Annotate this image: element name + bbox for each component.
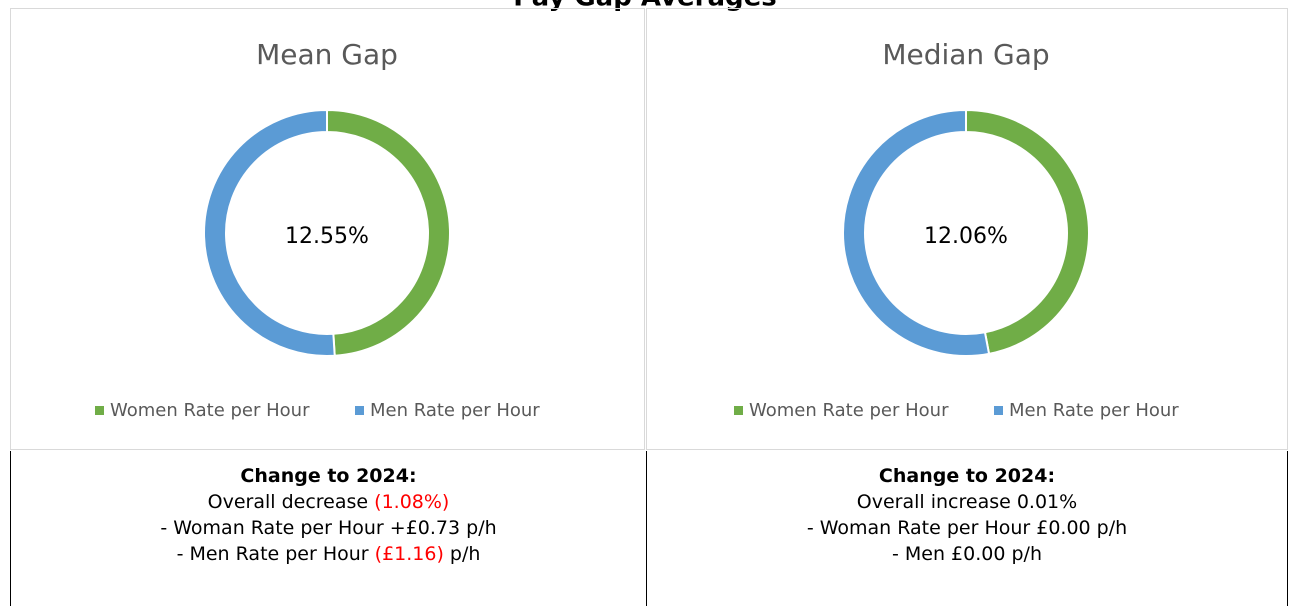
page-title: Pay Gap Averages [513,0,777,13]
note-heading: Change to 2024: [878,465,1056,487]
legend-swatch [355,406,364,415]
legend-label: Men Rate per Hour [370,400,540,421]
note-text: Overall increase 0.01% [856,491,1078,513]
note-box: Change to 2024: Overall increase 0.01% - W… [646,451,1288,606]
legend-label: Women Rate per Hour [110,400,310,421]
note-borders [10,451,1288,606]
legend-label: Women Rate per Hour [749,400,949,421]
legend-label: Men Rate per Hour [1009,400,1179,421]
note-line: - Men Rate per Hour (£1.16) p/h [10,541,647,567]
panel-border [646,8,1288,450]
legend-swatch [994,406,1003,415]
panel-border [10,8,645,450]
charts: Pay Gap Averages Mean Gap 12.55% Women Rat… [10,0,1288,450]
note-text: p/h [443,543,481,565]
chart-title: Median Gap [882,38,1049,71]
chart-title: Mean Gap [256,38,398,71]
note-text: - Men £0.00 p/h [892,543,1042,565]
legend-swatch [95,406,104,415]
center-label: 12.55% [285,224,369,249]
note-line: Overall increase 0.01% [646,489,1288,515]
donut-slice [842,108,991,357]
note-heading: Change to 2024: [240,465,417,487]
note-text: - Woman Rate per Hour +£0.73 p/h [160,517,497,539]
note-line: - Woman Rate per Hour +£0.73 p/h [10,515,647,541]
note-text: - Woman Rate per Hour £0.00 p/h [806,517,1128,539]
note-text: - Men Rate per Hour [176,543,375,565]
center-label: 12.06% [924,224,1008,249]
legend-swatch [734,406,743,415]
note-line: - Men £0.00 p/h [646,541,1288,567]
note-text: (£1.16) [374,543,444,565]
note-line: Overall decrease (1.08%) [10,489,647,515]
donut-slice [202,108,336,357]
note-text: Overall decrease [207,491,375,513]
note-text: (1.08%) [374,491,450,513]
note-line: - Woman Rate per Hour £0.00 p/h [646,515,1288,541]
note-box: Change to 2024: Overall decrease (1.08%) -… [10,451,647,606]
